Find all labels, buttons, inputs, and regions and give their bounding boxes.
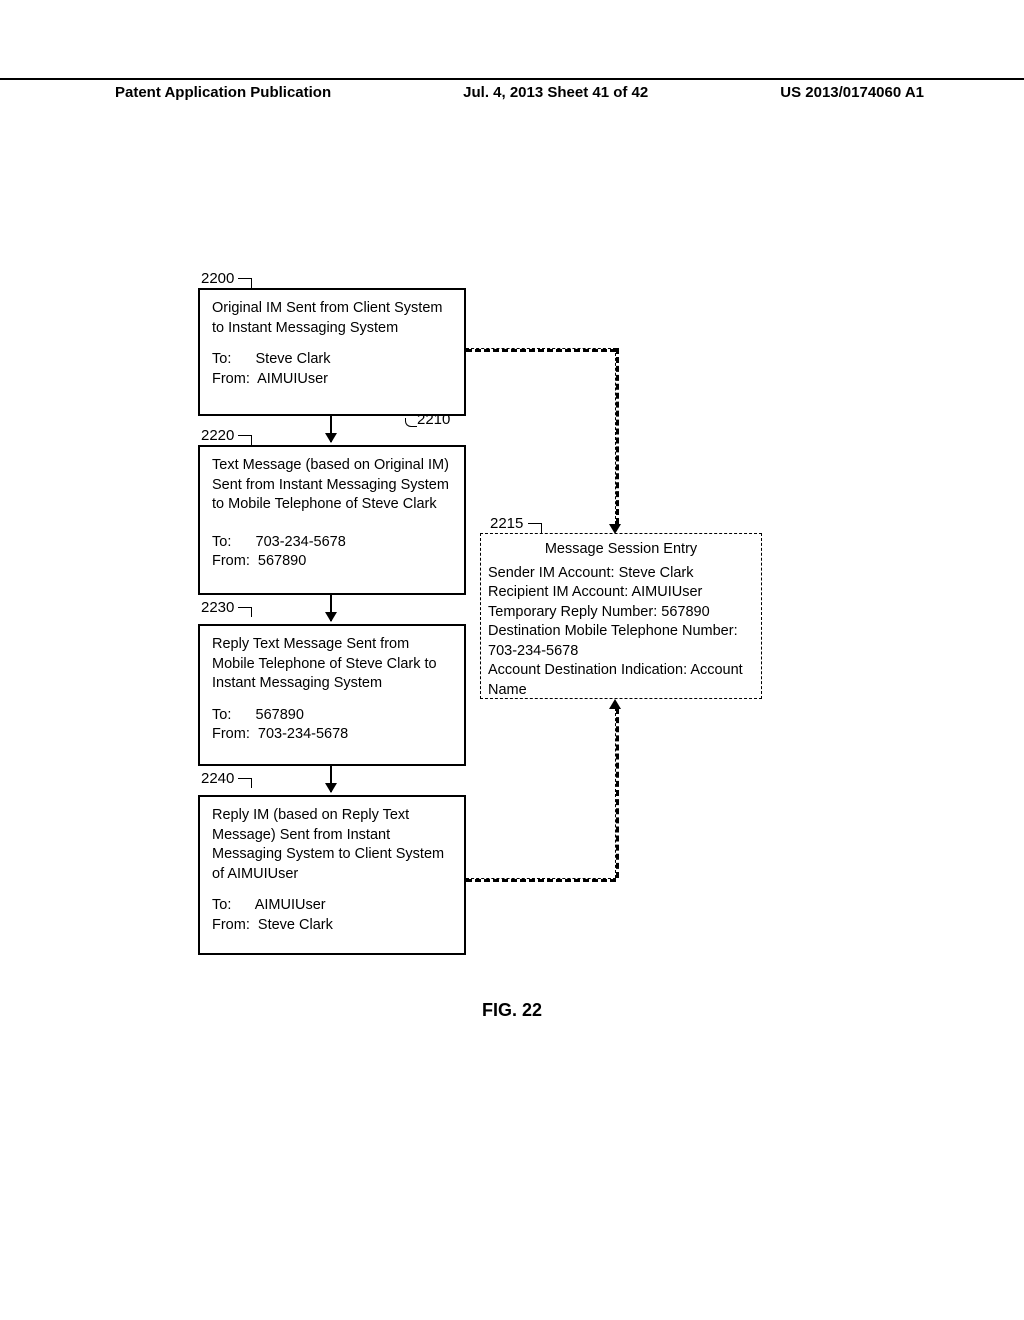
- box4-from: From: Steve Clark: [212, 916, 452, 936]
- box4-to: To: AIMUIUser: [212, 896, 452, 916]
- box3-from: From: 703-234-5678: [212, 725, 452, 745]
- box2-from: From: 567890: [212, 552, 452, 572]
- session-dest-number: Destination Mobile Telephone Number: 703…: [488, 622, 754, 661]
- session-recipient: Recipient IM Account: AIMUIUser: [488, 583, 754, 603]
- box1-from: From: AIMUIUser: [212, 370, 452, 390]
- box-text-message: Text Message (based on Original IM) Sent…: [198, 445, 466, 595]
- session-title: Message Session Entry: [488, 540, 754, 560]
- box2-title: Text Message (based on Original IM) Sent…: [212, 456, 452, 515]
- ref-2200: 2200: [201, 270, 234, 287]
- figure-diagram: 2200 Original IM Sent from Client System…: [190, 270, 870, 990]
- box3-title: Reply Text Message Sent from Mobile Tele…: [212, 635, 452, 694]
- figure-caption: FIG. 22: [0, 1000, 1024, 1021]
- ref-2240: 2240: [201, 770, 234, 787]
- header-publication: Patent Application Publication: [115, 84, 331, 104]
- page-header: Patent Application Publication Jul. 4, 2…: [0, 78, 1024, 104]
- header-date-sheet: Jul. 4, 2013 Sheet 41 of 42: [463, 84, 648, 104]
- box-reply-im: Reply IM (based on Reply Text Message) S…: [198, 795, 466, 955]
- box2-to: To: 703-234-5678: [212, 533, 452, 553]
- ref-2220: 2220: [201, 427, 234, 444]
- ref-2210: 2210: [417, 411, 450, 428]
- box1-to: To: Steve Clark: [212, 350, 452, 370]
- box-original-im: Original IM Sent from Client System to I…: [198, 288, 466, 416]
- box-session-entry: Message Session Entry Sender IM Account:…: [480, 533, 762, 699]
- box3-to: To: 567890: [212, 706, 452, 726]
- session-reply-number: Temporary Reply Number: 567890: [488, 603, 754, 623]
- box1-title: Original IM Sent from Client System to I…: [212, 299, 452, 338]
- box4-title: Reply IM (based on Reply Text Message) S…: [212, 806, 452, 884]
- session-sender: Sender IM Account: Steve Clark: [488, 564, 754, 584]
- header-patent-number: US 2013/0174060 A1: [780, 84, 924, 104]
- ref-2230: 2230: [201, 599, 234, 616]
- ref-2215: 2215: [490, 515, 523, 532]
- session-account-dest: Account Destination Indication: Account …: [488, 661, 754, 700]
- box-reply-text: Reply Text Message Sent from Mobile Tele…: [198, 624, 466, 766]
